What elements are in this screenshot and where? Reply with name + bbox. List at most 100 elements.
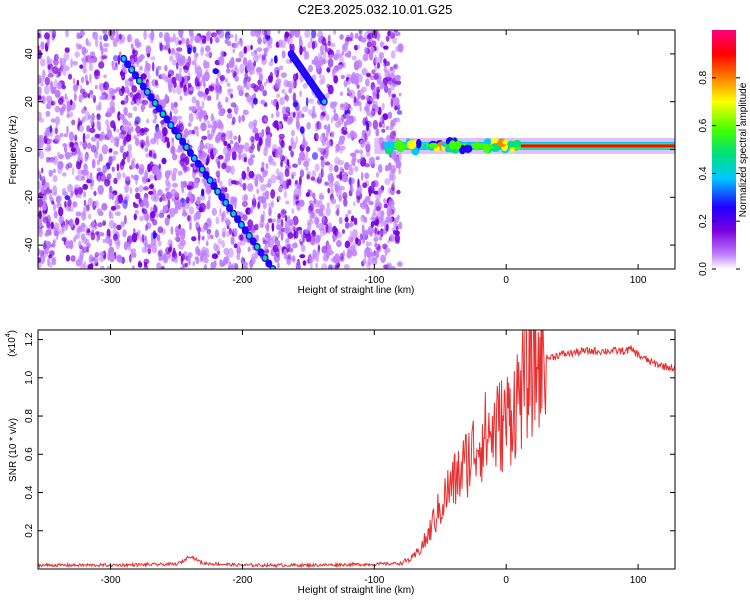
noise-cell	[38, 257, 42, 263]
noise-cell	[308, 98, 315, 104]
snr-x-label: Height of straight line (km)	[298, 585, 415, 596]
noise-cell	[85, 133, 91, 140]
noise-cell	[369, 75, 375, 81]
noise-cell	[293, 241, 298, 249]
noise-cell	[92, 31, 96, 37]
noise-cell	[387, 187, 391, 195]
noise-cell	[186, 88, 189, 96]
noise-cell	[291, 208, 295, 215]
noise-cell	[364, 172, 370, 179]
noise-cell	[42, 209, 48, 215]
noise-cell	[123, 96, 128, 105]
spectrogram-y-label: Frequency (Hz)	[8, 116, 19, 185]
noise-cell	[72, 60, 78, 66]
noise-cell	[138, 42, 142, 48]
noise-cell	[87, 93, 91, 99]
noise-cell	[66, 109, 70, 118]
noise-cell	[130, 43, 134, 48]
noise-cell	[146, 118, 150, 124]
noise-cell	[160, 120, 165, 125]
noise-cell	[347, 133, 351, 139]
noise-cell	[238, 89, 244, 97]
noise-cell	[383, 203, 388, 209]
noise-cell	[150, 35, 154, 44]
noise-cell	[81, 116, 86, 123]
noise-cell	[293, 196, 296, 207]
noise-cell	[201, 235, 205, 241]
noise-cell	[315, 240, 319, 245]
noise-cell	[193, 179, 199, 189]
noise-cell	[241, 170, 246, 180]
noise-cell	[256, 66, 262, 76]
carrier-core	[519, 144, 675, 148]
noise-cell	[131, 252, 137, 258]
noise-cell	[89, 51, 96, 58]
noise-cell	[239, 182, 243, 187]
noise-cell	[38, 111, 42, 121]
noise-cell	[185, 196, 190, 204]
noise-cell	[79, 85, 83, 90]
noise-cell	[178, 30, 184, 38]
noise-cell	[359, 139, 364, 145]
line-core-cell	[121, 56, 126, 62]
noise-cell	[139, 65, 143, 71]
noise-cell	[226, 37, 230, 46]
noise-cell	[147, 244, 152, 249]
noise-cell	[124, 175, 131, 181]
noise-cell	[71, 147, 77, 156]
noise-cell	[394, 31, 401, 37]
noise-cell	[200, 47, 205, 57]
noise-cell	[124, 184, 129, 193]
noise-cell	[297, 188, 302, 198]
noise-cell	[330, 101, 334, 107]
noise-cell	[219, 180, 223, 187]
noise-cell	[380, 254, 386, 264]
noise-cell	[57, 67, 61, 78]
noise-cell	[241, 200, 248, 208]
noise-cell	[114, 136, 121, 142]
noise-cell	[355, 190, 361, 196]
noise-cell	[275, 150, 281, 159]
noise-cell	[66, 125, 69, 135]
noise-cell	[179, 66, 182, 75]
noise-cell	[328, 181, 334, 188]
noise-cell	[162, 205, 167, 215]
noise-cell	[330, 130, 335, 138]
noise-cell	[137, 261, 143, 268]
noise-cell	[385, 247, 391, 254]
noise-cell	[205, 68, 209, 76]
noise-cell	[41, 167, 44, 174]
noise-cell	[52, 168, 56, 174]
noise-cell	[114, 211, 121, 216]
noise-cell	[305, 97, 309, 107]
noise-cell	[392, 180, 395, 185]
noise-cell	[344, 162, 350, 171]
noise-cell	[64, 200, 67, 208]
noise-cell	[218, 109, 225, 117]
noise-cell	[196, 66, 203, 77]
noise-cell	[44, 232, 50, 237]
noise-cell	[101, 144, 109, 155]
y-tick-label: 0	[24, 146, 35, 152]
noise-cell	[372, 86, 379, 91]
noise-cell	[65, 254, 70, 262]
noise-cell	[312, 209, 316, 219]
noise-cell	[55, 54, 58, 63]
noise-cell	[243, 156, 247, 163]
line-cell	[249, 237, 257, 246]
noise-cell	[383, 84, 389, 94]
noise-cell	[315, 61, 319, 68]
noise-cell	[213, 33, 220, 43]
noise-cell	[67, 184, 73, 193]
noise-cell	[326, 140, 331, 149]
noise-cell	[242, 109, 249, 116]
noise-cell	[54, 105, 61, 113]
noise-cell	[61, 237, 67, 242]
noise-cell	[253, 123, 257, 130]
noise-cell	[349, 230, 353, 237]
noise-cell	[353, 201, 356, 207]
noise-cell	[376, 45, 379, 54]
noise-cell	[132, 228, 136, 234]
noise-cell	[353, 76, 359, 86]
noise-cell	[243, 46, 247, 54]
